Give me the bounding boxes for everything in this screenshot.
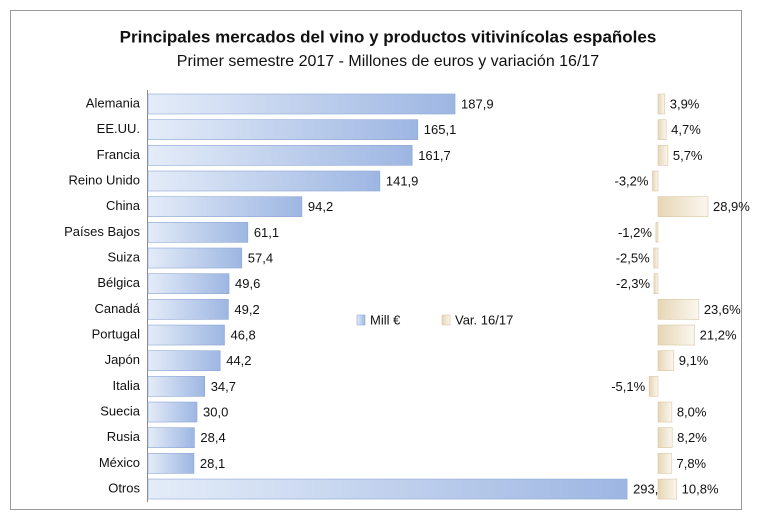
value-label: -1,2% — [618, 225, 652, 240]
value-label: 49,6 — [235, 276, 260, 291]
legend-swatch — [441, 314, 451, 326]
value-label: 8,0% — [677, 404, 707, 419]
y-tick-label: Francia — [97, 147, 141, 162]
y-tick-label: México — [99, 455, 140, 470]
bar — [657, 478, 677, 500]
bar — [657, 299, 700, 320]
value-label: 293,2 — [633, 481, 666, 496]
value-label: 4,7% — [671, 122, 701, 137]
legend-label: Var. 16/17 — [455, 312, 513, 327]
bar — [653, 273, 659, 294]
legend-label: Mill € — [370, 312, 401, 327]
legend-swatch — [356, 314, 366, 326]
value-label: 28,1 — [200, 456, 225, 471]
chart-title: Principales mercados del vino y producto… — [120, 27, 657, 46]
value-label: 44,2 — [226, 353, 251, 368]
y-tick-label: Japón — [105, 352, 140, 367]
bar — [655, 222, 659, 243]
value-label: 94,2 — [308, 199, 333, 214]
value-label: 61,1 — [254, 225, 279, 240]
bar — [657, 93, 666, 115]
bar — [147, 478, 628, 500]
value-label: 5,7% — [673, 148, 703, 163]
y-tick-label: Rusia — [107, 429, 141, 444]
value-label: -2,5% — [616, 250, 650, 265]
y-tick-label: Bélgica — [97, 275, 140, 290]
value-label: 10,8% — [682, 481, 719, 496]
bar — [653, 247, 659, 269]
value-label: -3,2% — [614, 173, 648, 188]
value-label: 187,9 — [461, 96, 494, 111]
value-label: 28,4 — [200, 430, 225, 445]
value-label: 21,2% — [700, 327, 737, 342]
bar — [147, 222, 249, 243]
y-tick-label: Suiza — [107, 249, 140, 264]
bar — [147, 324, 225, 346]
bar — [147, 145, 413, 166]
value-label: 34,7 — [211, 379, 236, 394]
bar — [657, 350, 675, 372]
bar — [147, 170, 381, 192]
y-tick-label: Alemania — [86, 95, 141, 110]
y-tick-label: Portugal — [92, 326, 141, 341]
value-label: -2,3% — [616, 276, 650, 291]
bar — [657, 427, 673, 449]
value-label: 49,2 — [234, 302, 259, 317]
bar — [147, 247, 243, 269]
bar — [147, 299, 229, 320]
value-label: 7,8% — [676, 456, 706, 471]
bar — [147, 401, 198, 423]
bar — [652, 170, 659, 192]
value-label: 141,9 — [386, 173, 419, 188]
value-label: 8,2% — [677, 430, 707, 445]
value-label: -5,1% — [611, 379, 645, 394]
bar — [657, 196, 709, 217]
bar — [147, 453, 195, 474]
value-label: 30,0 — [203, 404, 228, 419]
value-label: 57,4 — [248, 250, 273, 265]
frame — [10, 10, 742, 510]
bar — [147, 196, 303, 217]
bar — [657, 145, 669, 166]
bar — [648, 376, 659, 397]
y-tick-label: China — [106, 198, 141, 213]
bar — [657, 453, 672, 474]
y-tick-label: Canadá — [94, 301, 140, 316]
bar — [657, 324, 695, 346]
y-tick-label: Otros — [108, 480, 140, 495]
y-tick-label: EE.UU. — [97, 121, 140, 136]
bar — [147, 376, 205, 397]
bar — [147, 427, 195, 449]
bar — [147, 350, 221, 372]
value-label: 23,6% — [704, 302, 741, 317]
value-label: 3,9% — [670, 96, 700, 111]
y-tick-label: Reino Unido — [68, 172, 140, 187]
y-tick-label: Países Bajos — [64, 224, 140, 239]
value-label: 28,9% — [713, 199, 750, 214]
bar — [147, 119, 419, 140]
value-label: 161,7 — [418, 148, 451, 163]
value-label: 165,1 — [424, 122, 457, 137]
y-tick-label: Italia — [113, 378, 141, 393]
bar — [657, 401, 673, 423]
value-label: 46,8 — [230, 327, 255, 342]
bar — [147, 93, 456, 115]
bar — [657, 119, 667, 140]
chart-subtitle: Primer semestre 2017 - Millones de euros… — [177, 53, 600, 70]
value-label: 9,1% — [679, 353, 709, 368]
y-tick-label: Suecia — [100, 403, 141, 418]
bar — [147, 273, 230, 294]
